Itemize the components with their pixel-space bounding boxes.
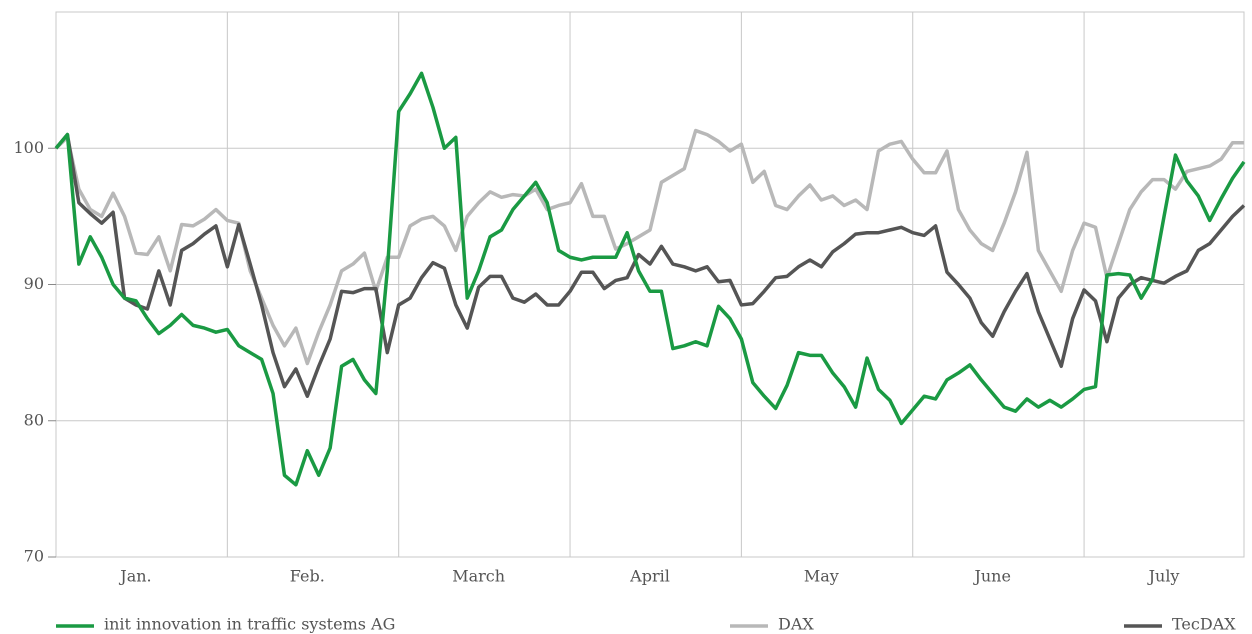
x-tick-label: Feb. — [290, 567, 325, 586]
y-tick-label: 70 — [24, 547, 44, 566]
y-tick-label: 100 — [13, 138, 44, 157]
x-tick-label: May — [804, 567, 839, 586]
legend-label: TecDAX — [1172, 615, 1236, 634]
legend-label: init innovation in traffic systems AG — [104, 615, 395, 634]
series-line — [54, 132, 1246, 398]
x-tick-label: Jan. — [118, 567, 151, 586]
x-tick-label: March — [452, 567, 505, 586]
x-tick-label: July — [1147, 567, 1180, 586]
x-tick-label: April — [629, 567, 670, 586]
legend-label: DAX — [778, 615, 814, 634]
y-tick-label: 90 — [24, 274, 44, 293]
x-tick-label: June — [972, 567, 1011, 586]
series-line — [54, 71, 1246, 487]
y-tick-label: 80 — [24, 410, 44, 429]
